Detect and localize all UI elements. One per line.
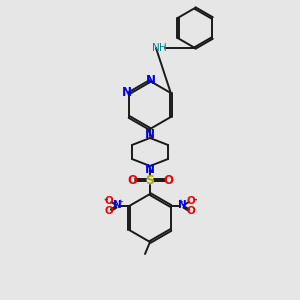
Text: S: S [146,173,154,187]
Text: O: O [186,206,195,216]
Text: -: - [193,195,197,205]
Text: N: N [113,200,122,210]
Text: +: + [177,199,183,205]
Text: N: N [146,74,156,88]
Text: N: N [152,43,160,53]
Text: O: O [127,173,137,187]
Text: N: N [145,163,155,176]
Text: -: - [103,195,107,205]
Text: O: O [186,196,195,206]
Text: O: O [105,206,114,216]
Text: +: + [117,199,123,205]
Text: N: N [178,200,187,210]
Text: N: N [145,128,155,141]
Text: H: H [159,43,167,53]
Text: O: O [105,196,114,206]
Text: N: N [122,86,132,100]
Text: O: O [163,173,173,187]
